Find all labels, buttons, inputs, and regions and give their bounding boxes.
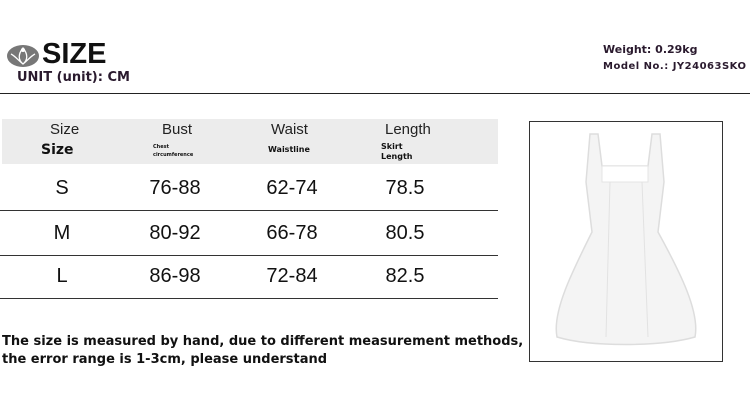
- row-divider: [0, 298, 498, 299]
- header-length: Length: [385, 121, 431, 138]
- header-size-sub: Size: [41, 142, 74, 158]
- header-bust: Bust: [162, 121, 193, 138]
- note-line: the error range is 1-3cm, please underst…: [2, 352, 328, 367]
- note-line: The size is measured by hand, due to dif…: [2, 334, 524, 349]
- row-divider: [0, 210, 498, 211]
- cell: 80.5: [385, 222, 425, 244]
- cell: S: [55, 177, 69, 199]
- header-size: Size: [50, 121, 80, 138]
- cell: 66-78: [266, 222, 318, 244]
- measurement-note: The size is measured by hand, due to dif…: [2, 333, 523, 369]
- cell: 76-88: [149, 177, 201, 199]
- cell: 72-84: [266, 265, 318, 287]
- header-bust-sub: Chest circumference: [153, 144, 194, 158]
- cell: 86-98: [149, 265, 201, 287]
- header-waist-sub: Waistline: [268, 145, 310, 154]
- product-image: [529, 121, 723, 362]
- header-waist: Waist: [271, 121, 308, 138]
- cell: L: [56, 265, 68, 287]
- row-divider: [0, 255, 498, 256]
- dress-image: [555, 133, 697, 346]
- unit-label: UNIT (unit): CM: [17, 70, 130, 85]
- cell: 82.5: [385, 265, 425, 287]
- model-number: Model No.: JY24063SKO: [603, 61, 747, 72]
- cell: 80-92: [149, 222, 201, 244]
- cell: 62-74: [266, 177, 318, 199]
- cell: 78.5: [385, 177, 425, 199]
- weight-label: Weight: 0.29kg: [603, 43, 698, 56]
- table-header: [2, 119, 498, 164]
- lotus-logo-icon: [7, 45, 39, 67]
- cell: M: [53, 222, 71, 244]
- header-length-sub: Skirt Length: [381, 142, 413, 161]
- divider: [0, 93, 750, 94]
- page-title: SIZE: [42, 38, 107, 70]
